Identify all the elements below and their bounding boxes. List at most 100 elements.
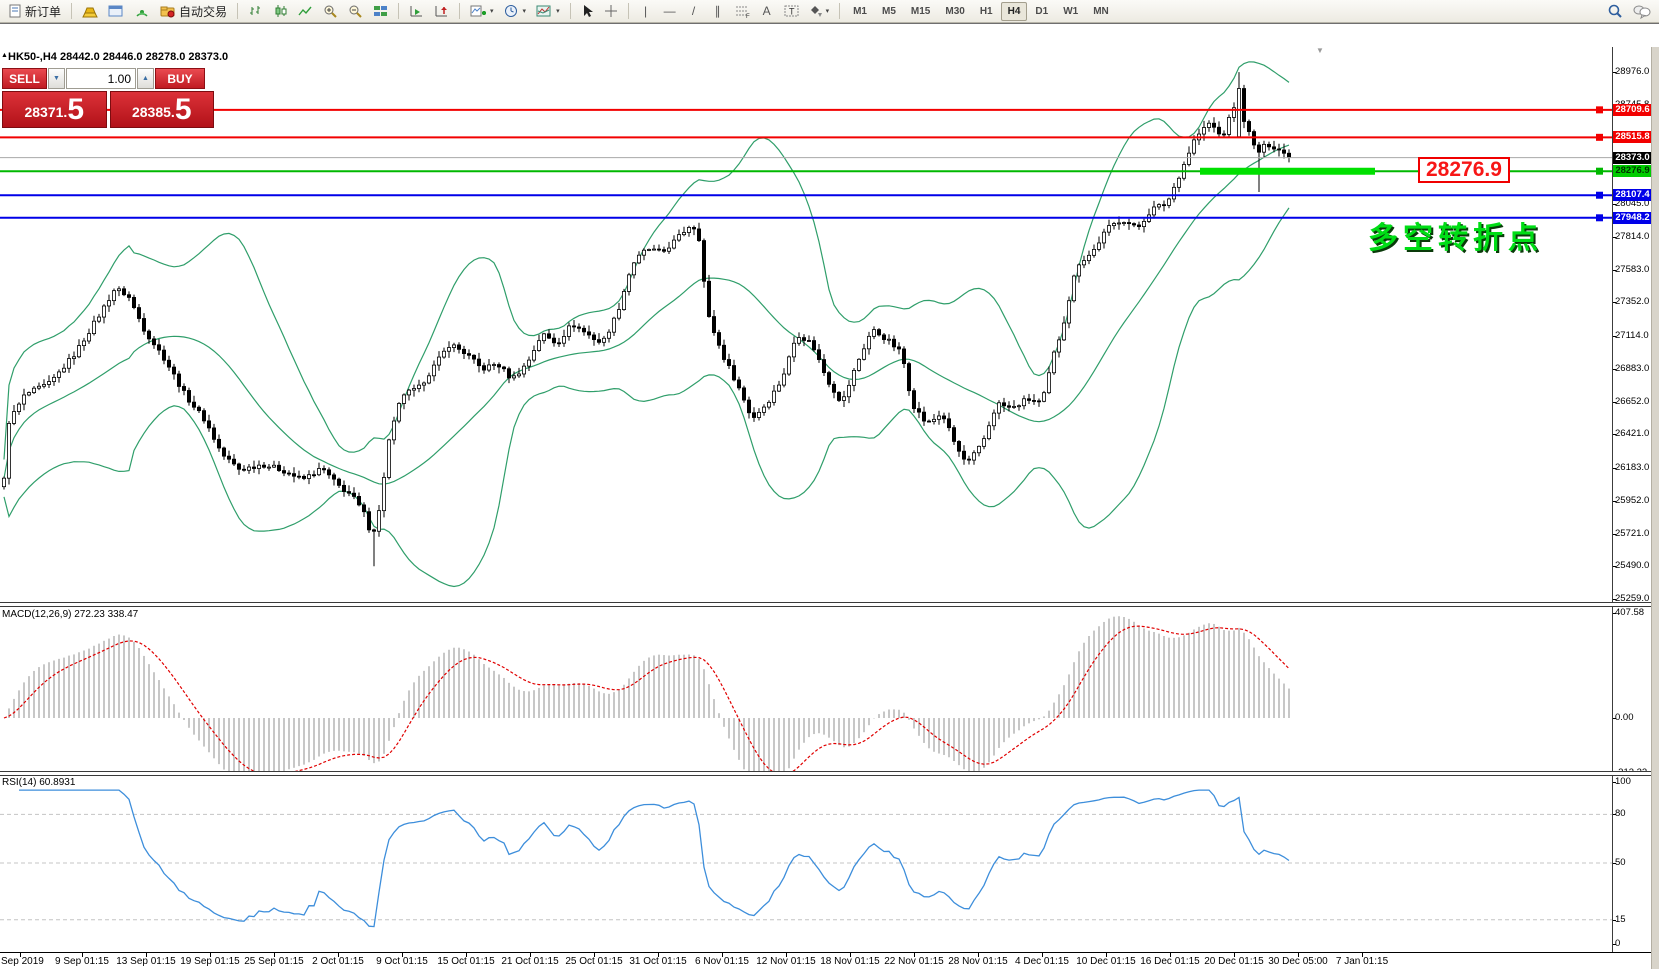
main-price-pane[interactable] [0, 47, 1612, 602]
price-axis-tick: 27814.0 [1615, 230, 1650, 242]
equidistant-channel-tool[interactable]: ∥ [707, 1, 729, 21]
price-axis-tick: 28045.0 [1615, 198, 1650, 210]
buy-price-point: . [170, 104, 175, 120]
signal-icon [136, 10, 148, 17]
axis-tick-mark [1613, 368, 1616, 370]
tab-timeframe-MN[interactable]: MN [1093, 5, 1109, 17]
bar-chart-button[interactable] [244, 1, 267, 21]
new-chart-icon [470, 5, 487, 17]
buy-button[interactable]: BUY [155, 68, 205, 89]
time-axis[interactable]: Sep 2019 9 Sep 01:15 13 Sep 01:15 19 Sep 01… [0, 952, 1659, 969]
price-callout-label[interactable]: 28276.9 [1418, 157, 1510, 183]
arrows-icon [810, 6, 822, 17]
price-axis-tick: 25259.0 [1615, 593, 1650, 605]
crosshair-tool-button[interactable] [600, 1, 622, 21]
turning-point-annotation[interactable]: 多空转折点 [1368, 222, 1543, 255]
axis-tick-mark [1613, 468, 1616, 470]
sell-button[interactable]: SELL [2, 68, 47, 89]
tab-timeframe-H1[interactable]: H1 [979, 5, 993, 17]
new-order-icon [9, 4, 21, 18]
time-axis-label: 21 Oct 01:15 [501, 956, 559, 967]
text-label-tool[interactable]: T [780, 1, 803, 21]
axis-tick-mark [1613, 236, 1616, 238]
volume-increase-button[interactable]: ▲ [137, 68, 154, 89]
vertical-line-tool[interactable]: | [635, 1, 657, 21]
tab-timeframe-D1[interactable]: D1 [1035, 5, 1049, 17]
zoom-in-button[interactable] [319, 1, 342, 21]
tab-timeframe-W1[interactable]: W1 [1063, 5, 1079, 17]
tab-timeframe-M5[interactable]: M5 [882, 5, 896, 17]
toolbar-separator [459, 3, 461, 19]
auto-scroll-button[interactable] [405, 1, 428, 21]
rsi-pane[interactable] [0, 776, 1612, 952]
indicators-dropdown[interactable]: ▾ [532, 1, 564, 21]
periods-dropdown[interactable]: ▾ [500, 1, 531, 21]
trendline-icon: / [691, 4, 696, 18]
time-axis-label: 25 Oct 01:15 [565, 956, 623, 967]
auto-trading-button[interactable]: 自动交易 [156, 1, 231, 21]
new-chart-dropdown[interactable]: ▾ [466, 1, 498, 21]
text-label-icon: T [784, 5, 799, 17]
cursor-tool-button[interactable] [577, 1, 598, 21]
time-axis-label: 13 Sep 01:15 [116, 956, 176, 967]
buy-price-button[interactable]: 28385. 5 [109, 91, 214, 128]
tile-windows-button[interactable] [369, 1, 392, 21]
chevron-down-icon: ▾ [522, 8, 527, 15]
data-window-button[interactable] [104, 1, 128, 21]
vertical-line-icon: | [644, 4, 648, 18]
toolbar-separator [839, 3, 841, 19]
time-axis-label: 9 Oct 01:15 [376, 956, 428, 967]
price-line-label: 28515.8 [1613, 131, 1652, 144]
auto-scroll-icon [410, 6, 423, 17]
axis-tick-mark [1613, 302, 1616, 304]
fibonacci-tool[interactable]: F [731, 1, 754, 21]
macd-pane[interactable] [0, 607, 1612, 792]
price-line-label: 28373.0 [1613, 151, 1652, 164]
axis-tick-mark [1613, 204, 1616, 206]
trendline-tool[interactable]: / [683, 1, 705, 21]
sell-price-button[interactable]: 28371. 5 [2, 91, 107, 128]
new-order-button[interactable]: 新订单 [4, 1, 65, 21]
pane-divider[interactable] [0, 602, 1651, 607]
chart-title-marker-icon: ▲ [1, 52, 8, 59]
one-click-trade-panel: SELL ▼ ▲ BUY 28371.5 28385.5 [2, 68, 214, 128]
sell-price-main: 28371 [24, 104, 64, 120]
price-axis-tick: 26883.0 [1615, 362, 1650, 374]
scroll-marker-icon: ▼ [1316, 46, 1324, 55]
pane-divider[interactable] [0, 771, 1651, 776]
tab-timeframe-M1[interactable]: M1 [853, 5, 867, 17]
cursor-icon [583, 5, 593, 17]
price-axis-tick: 25490.0 [1615, 560, 1650, 572]
tab-timeframe-M30[interactable]: M30 [945, 5, 965, 17]
signals-button[interactable] [130, 1, 154, 21]
price-axis[interactable]: 28976.028745.828045.027814.027583.027352… [1612, 47, 1652, 952]
price-axis-tick: 25952.0 [1615, 494, 1650, 506]
volume-input[interactable] [66, 68, 136, 89]
macd-indicator-label: MACD(12,26,9) 272.23 338.47 [2, 609, 139, 620]
tile-windows-icon [374, 6, 388, 16]
candlestick-chart-button[interactable] [269, 1, 292, 21]
price-axis-tick: 26652.0 [1615, 395, 1650, 407]
axis-tick-mark [1613, 718, 1616, 719]
time-axis-label: 7 Jan 01:15 [1335, 956, 1389, 967]
tab-timeframe-H4[interactable]: H4 [1000, 1, 1028, 21]
arrows-dropdown[interactable]: ▾ [805, 1, 834, 21]
axis-tick-mark [1613, 401, 1616, 403]
chevron-down-icon: ▾ [556, 8, 560, 15]
axis-tick-mark [1613, 566, 1616, 568]
time-axis-label: 12 Nov 01:15 [756, 956, 816, 967]
chart-shift-button[interactable] [430, 1, 453, 21]
time-axis-label: 28 Nov 01:15 [948, 956, 1008, 967]
market-watch-button[interactable] [78, 1, 102, 21]
search-button[interactable] [1603, 1, 1627, 21]
horizontal-line-icon: — [663, 4, 676, 18]
volume-decrease-button[interactable]: ▼ [48, 68, 65, 89]
text-tool[interactable]: A [756, 1, 778, 21]
tab-timeframe-M15[interactable]: M15 [910, 5, 931, 17]
chat-button[interactable] [1629, 1, 1655, 21]
price-axis-tick: 28976.0 [1615, 66, 1650, 78]
zoom-out-button[interactable] [344, 1, 367, 21]
horizontal-line-tool[interactable]: — [659, 1, 681, 21]
line-chart-button[interactable] [294, 1, 317, 21]
axis-tick-mark [1613, 782, 1616, 783]
